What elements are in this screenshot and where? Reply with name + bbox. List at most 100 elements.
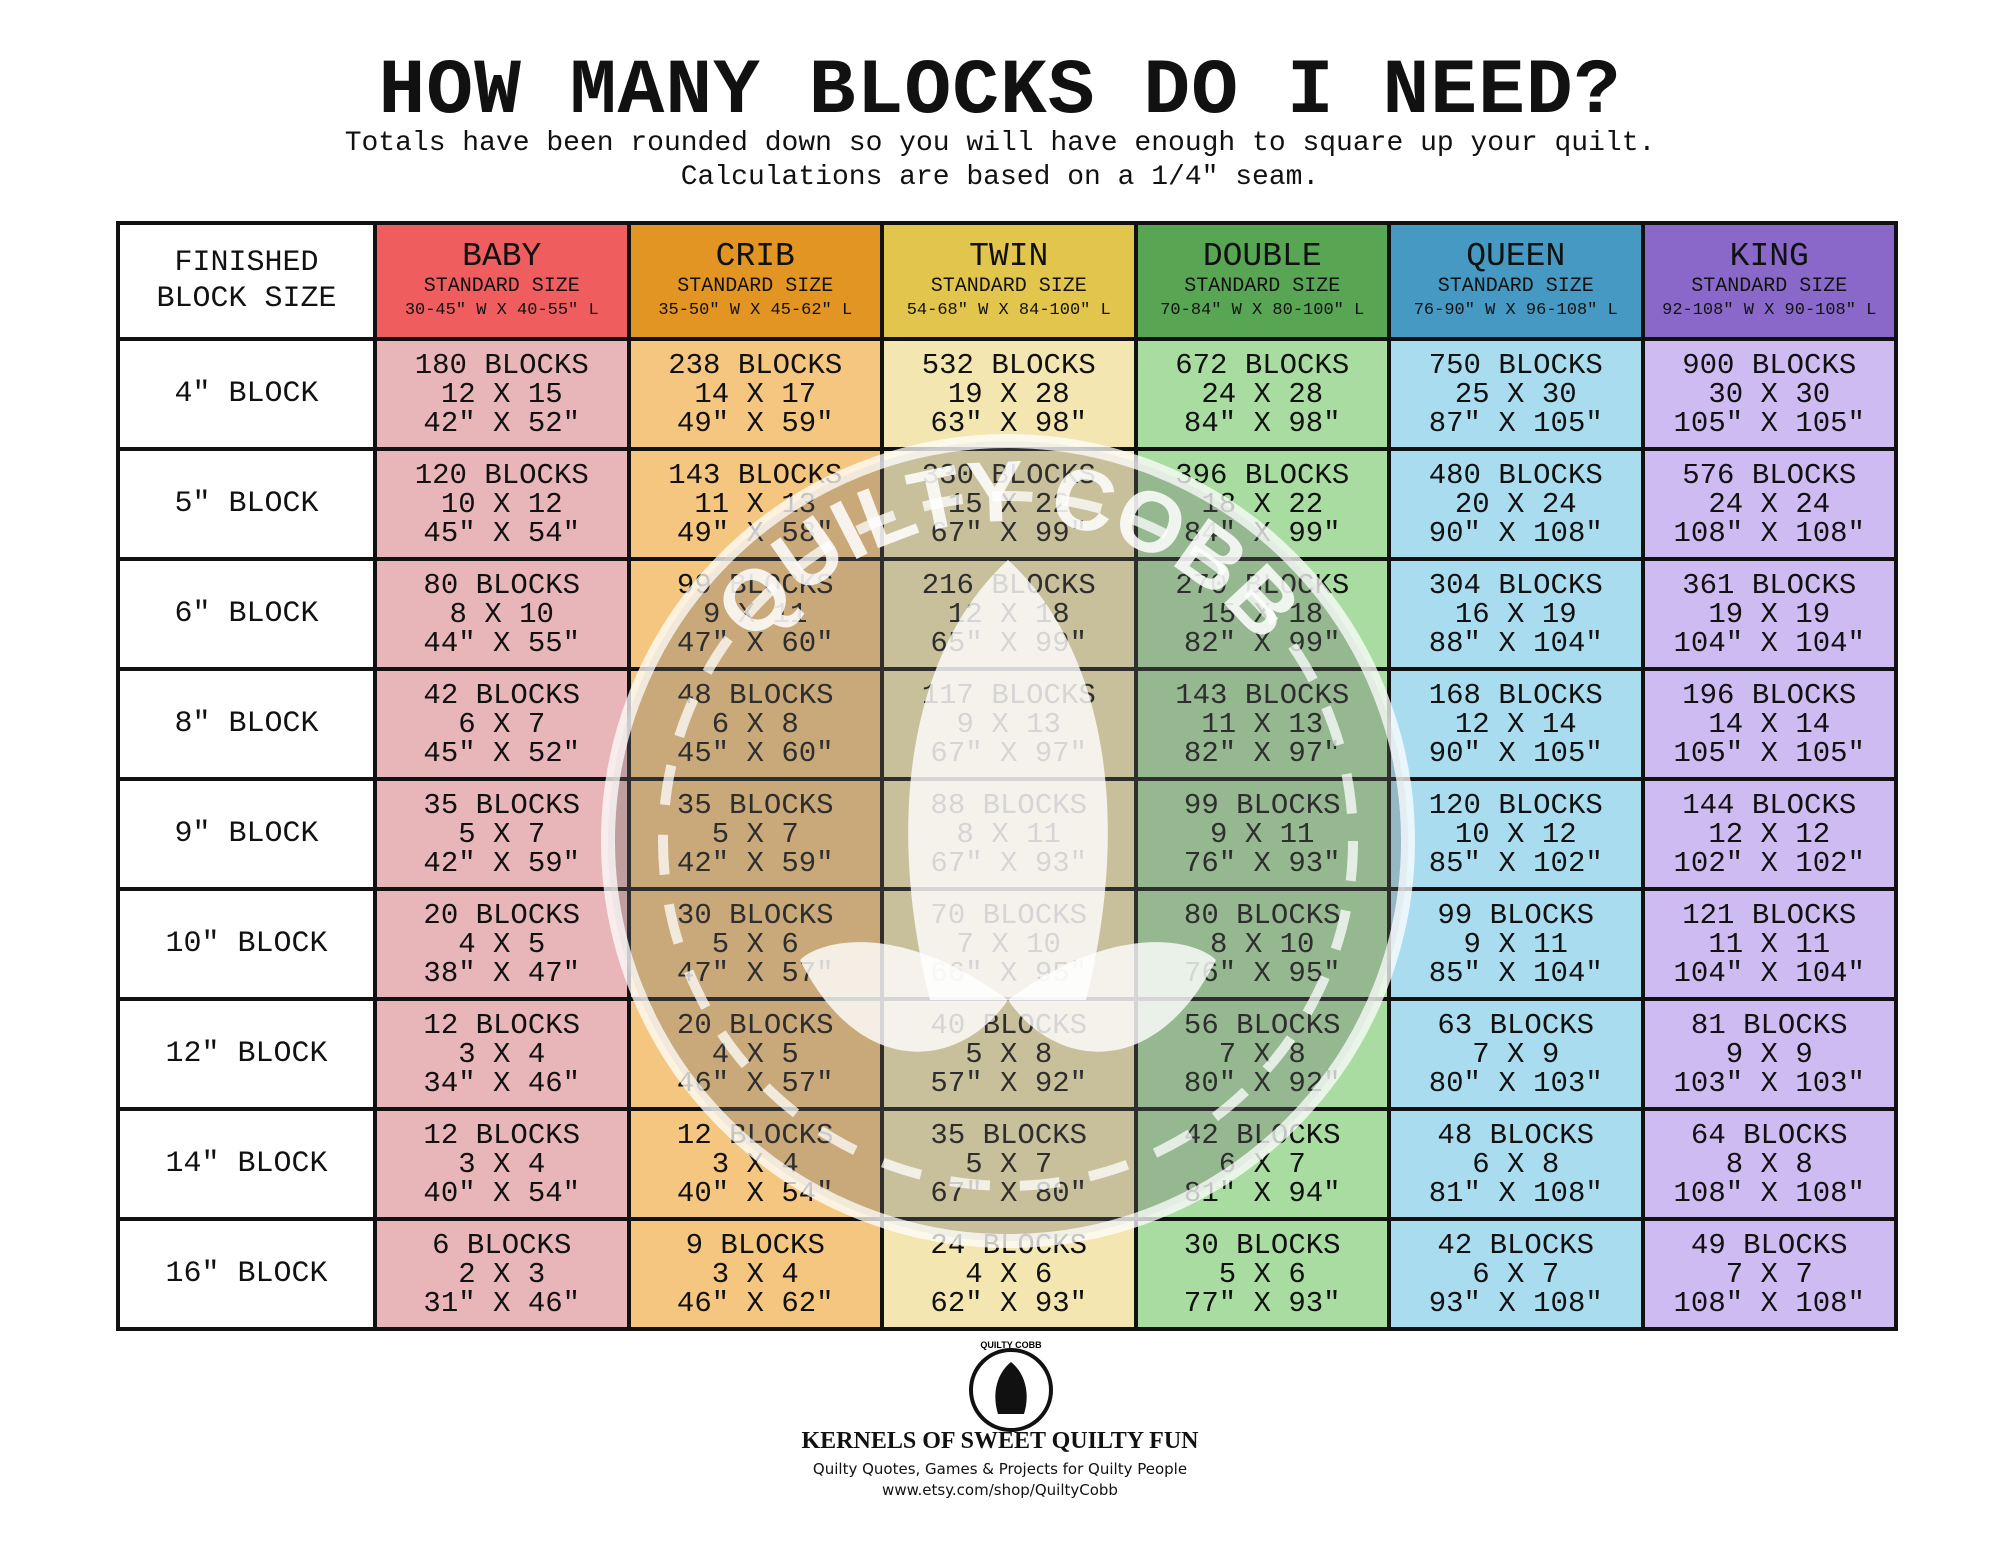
row-label: 9" BLOCK — [116, 777, 377, 891]
cell: 48 BLOCKS 6 X 8 81" X 108" — [1387, 1107, 1645, 1221]
cell-line: 9 X 11 — [1463, 927, 1568, 961]
cell-line: 81" X 94" — [1183, 1176, 1341, 1210]
cell-line: 16 X 19 — [1454, 597, 1577, 631]
cell-line: 24 X 24 — [1708, 487, 1831, 521]
cell-line: 3 X 4 — [458, 1147, 546, 1181]
cell-line: 672 BLOCKS — [1175, 348, 1350, 382]
cell-line: 40 BLOCKS — [930, 1008, 1088, 1042]
cell-line: 12 X 14 — [1454, 707, 1577, 741]
cell-line: 14 X 14 — [1708, 707, 1831, 741]
cell-line: 8 X 8 — [1725, 1147, 1813, 1181]
cell-line: 120 BLOCKS — [414, 458, 589, 492]
corner-line: FINISHED — [174, 246, 319, 280]
logo-text: QUILTY COBB — [980, 1340, 1042, 1350]
cell: 64 BLOCKS 8 X 8 108" X 108" — [1640, 1107, 1898, 1221]
cell-line: 63 BLOCKS — [1437, 1008, 1595, 1042]
cell-line: 45" X 54" — [423, 516, 581, 550]
cell-line: 81 BLOCKS — [1690, 1008, 1848, 1042]
cell-line: 9 X 9 — [1725, 1037, 1813, 1071]
row: 12" BLOCK 12 BLOCKS 3 X 4 34" X 46" 20 BLOCK… — [116, 997, 1898, 1111]
cell-line: 12 X 12 — [1708, 817, 1831, 851]
cell: 35 BLOCKS 5 X 7 42" X 59" — [373, 777, 631, 891]
header-name: QUEEN — [1466, 238, 1566, 275]
cell: 49 BLOCKS 7 X 7 108" X 108" — [1640, 1217, 1898, 1331]
cell-line: 11 X 13 — [1201, 707, 1324, 741]
cell-line: 25 X 30 — [1454, 377, 1577, 411]
cell-line: 120 BLOCKS — [1428, 788, 1603, 822]
cell: 120 BLOCKS 10 X 12 45" X 54" — [373, 447, 631, 561]
row-label: 5" BLOCK — [116, 447, 377, 561]
cell-line: 7 X 9 — [1472, 1037, 1560, 1071]
cell-line: 70 BLOCKS — [930, 898, 1088, 932]
cell-line: 84" X 98" — [1183, 406, 1341, 440]
cell-line: 35 BLOCKS — [930, 1118, 1088, 1152]
cell: 9 BLOCKS 3 X 4 46" X 62" — [626, 1217, 884, 1331]
cell: 143 BLOCKS 11 X 13 49" X 58" — [626, 447, 884, 561]
cell: 20 BLOCKS 4 X 5 38" X 47" — [373, 887, 631, 1001]
column-header: DOUBLE STANDARD SIZE 70-84" W X 80-100" L — [1133, 221, 1391, 341]
cell-line: 77" X 93" — [1183, 1286, 1341, 1320]
cell-line: 10 X 12 — [1454, 817, 1577, 851]
row-label: 6" BLOCK — [116, 557, 377, 671]
cell-line: 47" X 57" — [676, 956, 834, 990]
cell: 532 BLOCKS 19 X 28 63" X 98" — [880, 337, 1138, 451]
header-range: 70-84" W X 80-100" L — [1160, 301, 1365, 320]
row-label: 4" BLOCK — [116, 337, 377, 451]
cell-line: 48 BLOCKS — [676, 678, 834, 712]
cell-line: 80" X 92" — [1183, 1066, 1341, 1100]
cell-line: 42 BLOCKS — [1437, 1228, 1595, 1262]
cell-line: 38" X 47" — [423, 956, 581, 990]
cell: 672 BLOCKS 24 X 28 84" X 98" — [1133, 337, 1391, 451]
cell: 238 BLOCKS 14 X 17 49" X 59" — [626, 337, 884, 451]
cell-line: 750 BLOCKS — [1428, 348, 1603, 382]
cell-line: 102" X 102" — [1673, 846, 1865, 880]
cell-line: 67" X 80" — [930, 1176, 1088, 1210]
cell: 99 BLOCKS 9 X 11 76" X 93" — [1133, 777, 1391, 891]
cell-line: 480 BLOCKS — [1428, 458, 1603, 492]
cell-line: 330 BLOCKS — [921, 458, 1096, 492]
column-header: BABY STANDARD SIZE 30-45" W X 40-55" L — [373, 221, 631, 341]
row: 6" BLOCK 80 BLOCKS 8 X 10 44" X 55" 99 BLOCK… — [116, 557, 1898, 671]
cell-line: 270 BLOCKS — [1175, 568, 1350, 602]
cell-line: 42 BLOCKS — [1183, 1118, 1341, 1152]
cell-line: 19 X 28 — [947, 377, 1070, 411]
cell-line: 12 X 18 — [947, 597, 1070, 631]
cell: 330 BLOCKS 15 X 22 67" X 99" — [880, 447, 1138, 561]
cell-line: 99 BLOCKS — [1437, 898, 1595, 932]
row-label: 10" BLOCK — [116, 887, 377, 1001]
cell: 35 BLOCKS 5 X 7 42" X 59" — [626, 777, 884, 891]
cell-line: 35 BLOCKS — [676, 788, 834, 822]
cell-line: 180 BLOCKS — [414, 348, 589, 382]
tagline: Quilty Quotes, Games & Projects for Quil… — [812, 1460, 1188, 1478]
header-name: TWIN — [969, 238, 1049, 275]
cell: 48 BLOCKS 6 X 8 45" X 60" — [626, 667, 884, 781]
cell-line: 532 BLOCKS — [921, 348, 1096, 382]
row: 16" BLOCK 6 BLOCKS 2 X 3 31" X 46" 9 BLOCKS 3… — [116, 1217, 1898, 1331]
cell-line: 4 X 5 — [458, 927, 546, 961]
cell: 81 BLOCKS 9 X 9 103" X 103" — [1640, 997, 1898, 1111]
cell: 143 BLOCKS 11 X 13 82" X 97" — [1133, 667, 1391, 781]
row: 9" BLOCK 35 BLOCKS 5 X 7 42" X 59" 35 BLOCKS… — [116, 777, 1898, 891]
header-standard: STANDARD SIZE — [1184, 275, 1341, 298]
cell-line: 6 X 8 — [711, 707, 799, 741]
header-standard: STANDARD SIZE — [1691, 275, 1848, 298]
header-range: 54-68" W X 84-100" L — [906, 301, 1111, 320]
cell-line: 361 BLOCKS — [1682, 568, 1857, 602]
cell-line: 67" X 99" — [930, 516, 1088, 550]
cell: 42 BLOCKS 6 X 7 81" X 94" — [1133, 1107, 1391, 1221]
cell-line: 7 X 8 — [1218, 1037, 1306, 1071]
cell-line: 4 X 6 — [965, 1257, 1053, 1291]
cell-line: 103" X 103" — [1673, 1066, 1865, 1100]
cell-line: 6 X 7 — [1472, 1257, 1560, 1291]
logo-corn — [995, 1362, 1027, 1414]
cell-line: 85" X 102" — [1428, 846, 1603, 880]
cell-line: 20 BLOCKS — [423, 898, 581, 932]
cell-line: 2 X 3 — [458, 1257, 546, 1291]
cell-line: 20 BLOCKS — [676, 1008, 834, 1042]
cell-line: 7 X 10 — [956, 927, 1061, 961]
cell-line: 304 BLOCKS — [1428, 568, 1603, 602]
cell: 304 BLOCKS 16 X 19 88" X 104" — [1387, 557, 1645, 671]
cell: 42 BLOCKS 6 X 7 93" X 108" — [1387, 1217, 1645, 1331]
cell-line: 30 BLOCKS — [1183, 1228, 1341, 1262]
row-label: 16" BLOCK — [116, 1217, 377, 1331]
